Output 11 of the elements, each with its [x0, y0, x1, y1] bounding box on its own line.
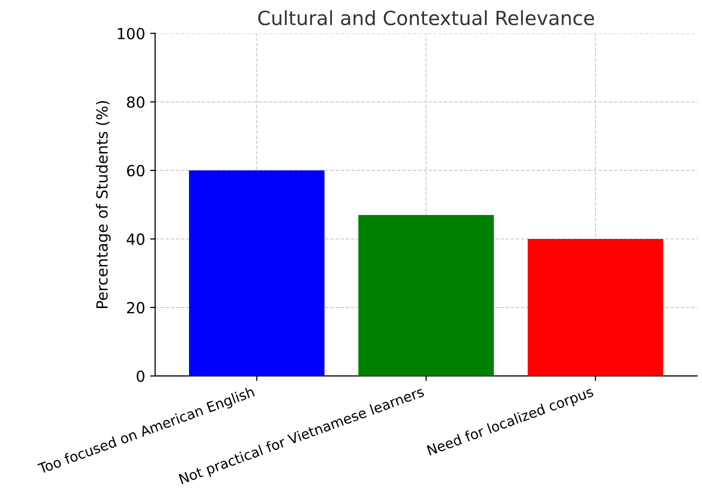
bar [528, 238, 664, 376]
chart-title: Cultural and Contextual Relevance [258, 10, 594, 26]
y-axis-title: Percentage of Students (%) [96, 101, 111, 308]
bar [358, 214, 494, 376]
y-tick-label: 0 [136, 370, 144, 382]
y-tick-label: 60 [127, 164, 144, 176]
y-tick-label: 40 [126, 233, 144, 245]
bar [189, 170, 324, 376]
y-tick-label: 100 [118, 28, 144, 40]
y-tick-label: 80 [127, 96, 144, 108]
y-tick-label: 20 [127, 302, 144, 314]
